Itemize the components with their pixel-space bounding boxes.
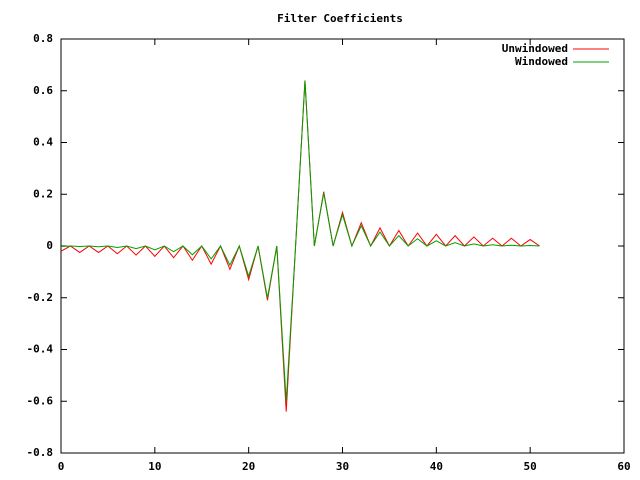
- y-tick-label: -0.4: [27, 343, 54, 356]
- x-tick-label: 10: [148, 460, 161, 473]
- y-tick-label: -0.8: [27, 446, 54, 459]
- y-tick-label: 0.8: [33, 32, 53, 45]
- y-tick-label: 0.4: [33, 136, 53, 149]
- x-tick-label: 60: [617, 460, 630, 473]
- y-tick-label: 0.6: [33, 84, 53, 97]
- chart-title: Filter Coefficients: [277, 12, 403, 25]
- y-tick-label: 0: [46, 239, 53, 252]
- x-tick-label: 20: [242, 460, 255, 473]
- y-tick-label: -0.6: [27, 394, 54, 407]
- x-tick-label: 40: [430, 460, 443, 473]
- x-tick-label: 30: [336, 460, 349, 473]
- y-tick-label: -0.2: [27, 291, 54, 304]
- x-tick-label: 0: [58, 460, 65, 473]
- x-tick-label: 50: [524, 460, 537, 473]
- y-tick-label: 0.2: [33, 187, 53, 200]
- legend-label: Unwindowed: [502, 42, 568, 55]
- legend-label: Windowed: [515, 55, 568, 68]
- series-line: [60, 80, 540, 402]
